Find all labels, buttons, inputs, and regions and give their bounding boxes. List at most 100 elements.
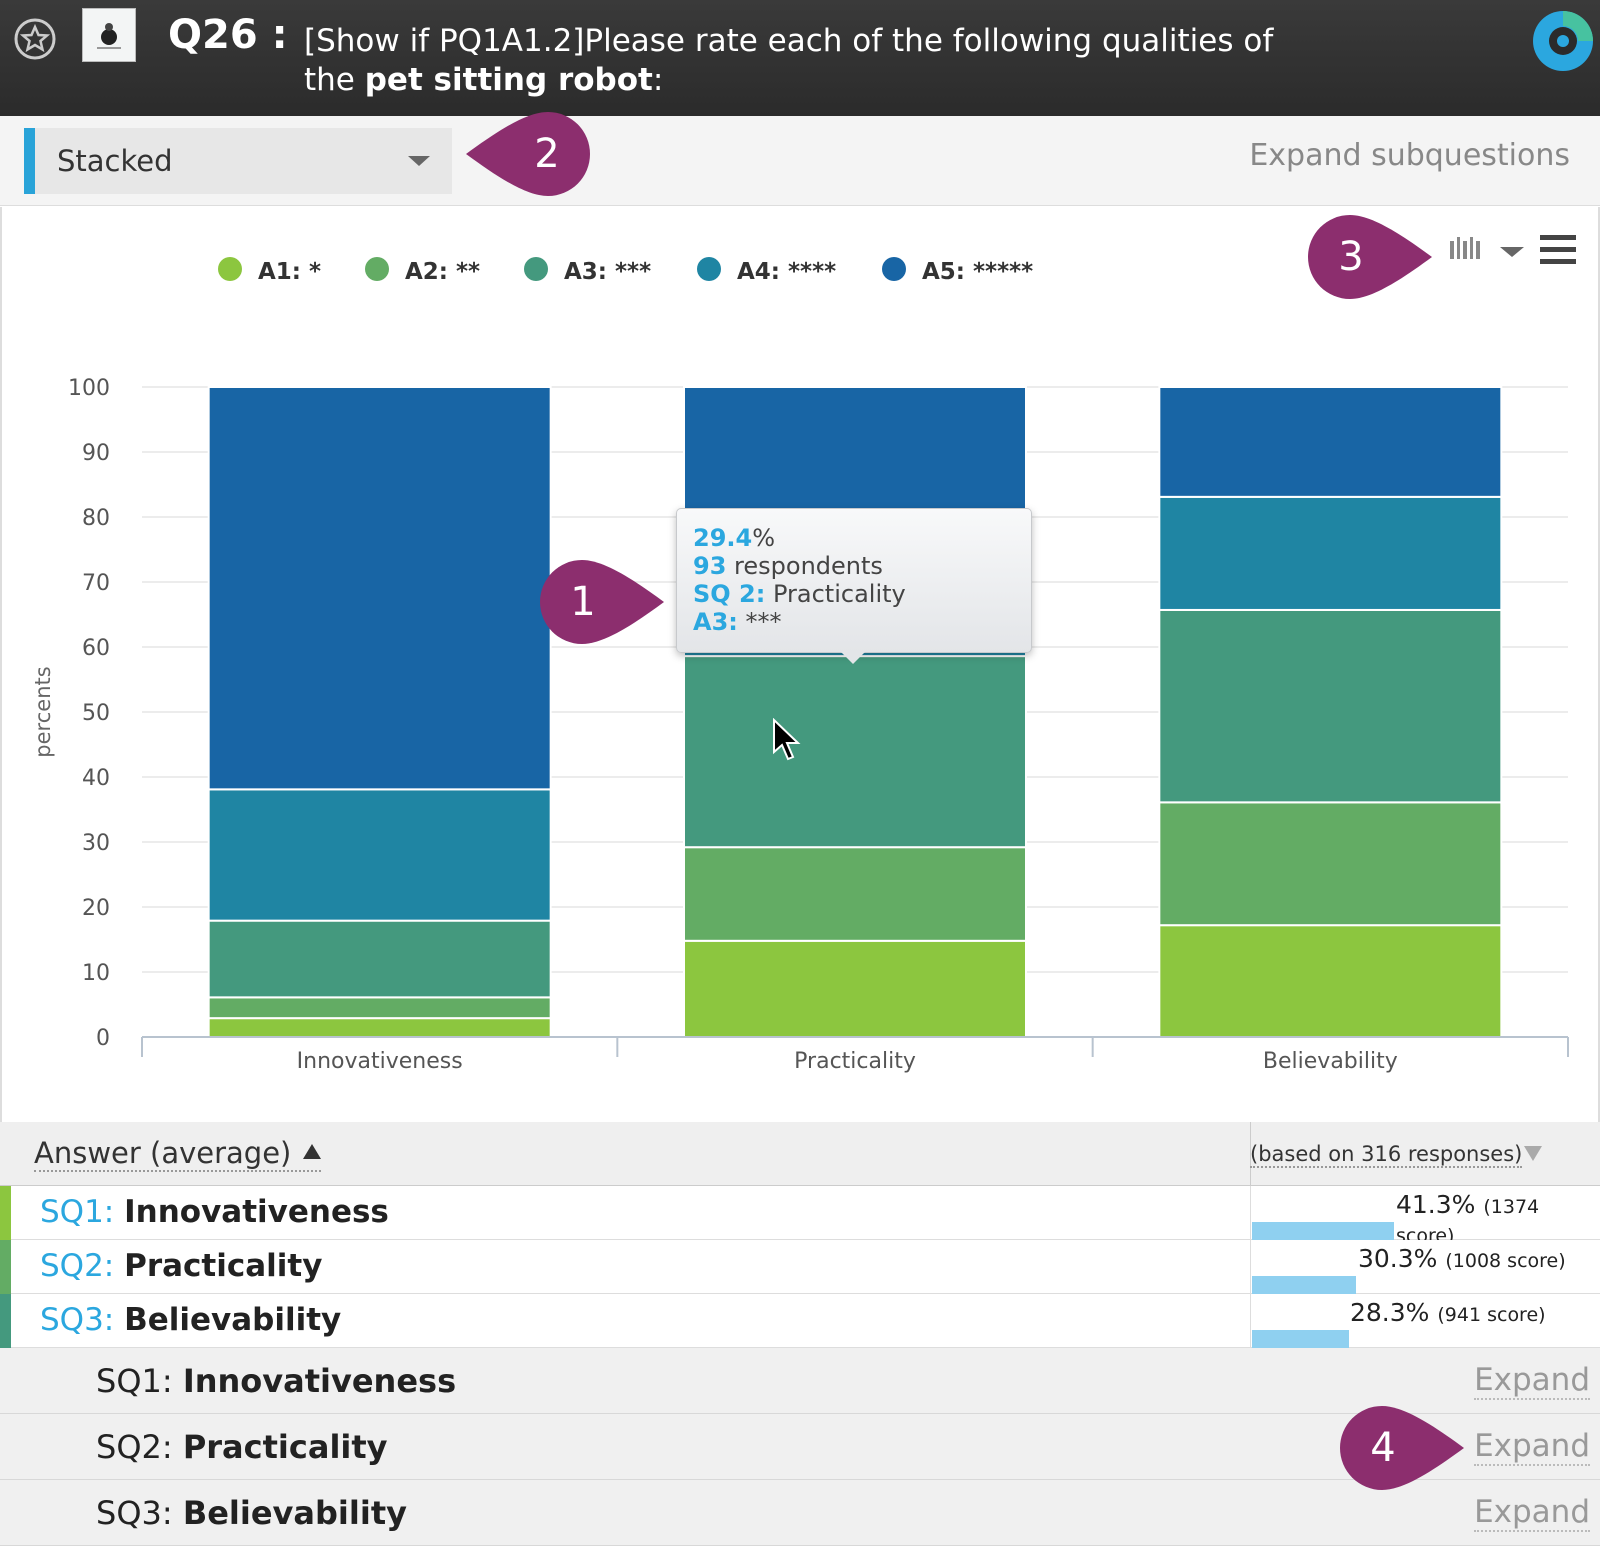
tooltip-respondents-label: respondents [726,552,883,580]
chart-panel: A1: * A2: ** A3: *** A4: **** A5: ***** 0 10 2… [0,207,1600,1122]
row-color-stripe [0,1240,11,1294]
callout-3-label: 3 [1338,234,1364,280]
tooltip-arrow [841,652,865,664]
row-code: SQ3: [40,1302,115,1338]
question-text: [Show if PQ1A1.2]Please rate each of the… [304,22,1304,100]
callout-1: 1 [540,560,664,644]
row-code: SQ1: [40,1194,115,1230]
x-tick-label: Believability [1263,1049,1398,1074]
legend-marker [365,257,389,281]
chart-axes: Innovativeness Practicality Believability [141,1036,1569,1074]
callout-3: 3 [1308,215,1432,299]
callout-4: 4 [1340,1406,1464,1490]
subquestion-title: SQ2: Practicality [96,1428,388,1466]
stacked-bar-chart[interactable]: A1: * A2: ** A3: *** A4: **** A5: ***** 0 10 2… [2,207,1598,1122]
table-row[interactable]: SQ2: Practicality 30.3% (1008 score) [0,1240,1600,1294]
callout-2-label: 2 [534,131,560,177]
responses-sort-header[interactable]: (based on 316 responses) [1250,1142,1523,1168]
subquestion-code: SQ3: [96,1494,173,1532]
legend-marker [697,257,721,281]
expand-link[interactable]: Expand [1474,1428,1590,1466]
app-logo-icon[interactable] [1530,8,1596,74]
question-number: Q26 : [168,12,288,58]
question-text-suffix: : [652,62,664,98]
tooltip-answer-value: *** [737,608,782,636]
chart-toolbar: Stacked Expand subquestions [0,116,1600,206]
tooltip-answer-code: A3: [693,608,738,636]
row-code: SQ2: [40,1248,115,1284]
chart-type-value: Stacked [57,144,173,178]
subquestion-code: SQ2: [96,1428,173,1466]
subquestion-title: SQ1: Innovativeness [96,1362,456,1400]
callout-2: 2 [466,112,590,196]
bar-segment [207,919,552,999]
question-header: Q26 : [Show if PQ1A1.2]Please rate each … [0,0,1600,116]
y-tick-label: 30 [82,831,110,856]
row-label: SQ2: Practicality [40,1248,322,1284]
bar-tooltip: 29.4% 93 respondents SQ 2: Practicality … [676,508,1032,653]
bar-segment [1158,924,1503,1039]
row-color-stripe [0,1186,11,1240]
tooltip-percent: 29.4 [693,524,753,552]
robot-image-icon [97,23,121,49]
row-divider [1250,1186,1251,1240]
table-row[interactable]: SQ1: Innovativeness 41.3% (1374 score) [0,1186,1600,1247]
subquestion-name: Practicality [182,1428,388,1466]
row-name: Innovativeness [124,1194,389,1230]
legend-label: A5: ***** [922,259,1033,285]
bar-segment [683,939,1027,1038]
row-label: SQ1: Innovativeness [40,1194,389,1230]
row-score: (941 score) [1437,1304,1546,1326]
tooltip-percent-line: 29.4% [693,524,1015,552]
subquestion-code: SQ1: [96,1362,173,1400]
tooltip-respondents-line: 93 respondents [693,552,1015,580]
row-color-stripe [0,1294,11,1348]
question-text-bold: pet sitting robot [364,62,653,98]
chart-view-toggle-icon[interactable] [1450,237,1480,259]
expand-subquestions-link[interactable]: Expand subquestions [1249,138,1570,173]
table-header-divider [1250,1122,1251,1186]
question-image-thumbnail[interactable] [82,8,136,62]
bar-segment [1158,495,1503,611]
y-axis-label: percents [31,666,55,757]
question-text-prefix: [Show if PQ1A1.2]Please rate each of the… [304,23,1274,98]
legend-label: A2: ** [405,259,480,285]
row-percent-bar [1252,1330,1350,1348]
y-tick-label: 0 [96,1026,110,1051]
chart-view-dropdown-icon[interactable] [1500,247,1524,257]
legend-label: A4: **** [737,259,836,285]
subquestion-name: Believability [182,1494,407,1532]
tooltip-sq-code: SQ 2: [693,580,766,608]
tooltip-sq-name: Practicality [765,580,906,608]
star-icon[interactable] [14,18,56,60]
y-tick-label: 60 [82,636,110,661]
y-tick-label: 70 [82,571,110,596]
bar-segment [1158,386,1503,498]
row-divider [1250,1240,1251,1294]
y-tick-label: 40 [82,766,110,791]
chart-type-select[interactable]: Stacked [24,128,452,194]
expand-link[interactable]: Expand [1474,1494,1590,1532]
row-percent-bar [1252,1222,1395,1240]
row-percent: 28.3% (941 score) [1350,1298,1546,1327]
bar-segment [207,1017,552,1039]
tooltip-respondents-count: 93 [693,552,727,580]
tooltip-percent-sign: % [752,524,776,552]
sort-descending-icon[interactable] [1524,1146,1542,1161]
menu-icon[interactable] [1540,235,1576,264]
expand-link[interactable]: Expand [1474,1362,1590,1400]
bar-segment [207,386,552,791]
row-name: Believability [124,1302,342,1338]
chart-legend: A1: * A2: ** A3: *** A4: **** A5: ***** [218,257,1033,285]
table-row[interactable]: SQ3: Believability 28.3% (941 score) [0,1294,1600,1348]
subquestion-name: Innovativeness [182,1362,457,1400]
bar-segment [1158,801,1503,927]
bar-segment [683,655,1027,849]
answer-average-label: Answer (average) [34,1136,292,1170]
chevron-down-icon [408,156,430,166]
answer-average-sort-header[interactable]: Answer (average) [34,1136,322,1172]
legend-marker [524,257,548,281]
sort-ascending-icon [303,1144,322,1159]
callout-1-label: 1 [570,579,596,625]
x-tick-label: Innovativeness [297,1049,463,1074]
